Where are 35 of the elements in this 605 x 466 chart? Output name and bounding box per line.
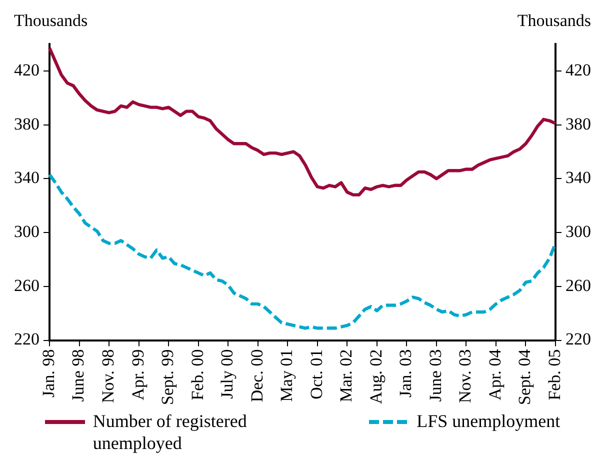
y2-tick-label: 340	[566, 168, 591, 188]
x-tick-label: Apr. 04	[485, 348, 504, 400]
y-tick-label: 340	[14, 168, 40, 188]
legend-label: LFS unemployment	[416, 410, 560, 432]
x-tick-label: May 01	[277, 349, 296, 402]
y-tick-label: 380	[14, 114, 40, 134]
y-tick-label: 260	[14, 276, 40, 295]
x-tick-label: July 00	[218, 349, 237, 399]
legend-label: Number of registered unemployed	[92, 410, 248, 454]
x-tick-label: Jan. 98	[38, 349, 58, 398]
x-tick-label: Dec. 00	[247, 349, 266, 402]
x-tick-label: Mar. 02	[336, 349, 356, 402]
y2-tick-label: 220	[566, 330, 591, 349]
x-tick-label: Oct. 01	[306, 349, 326, 400]
y-tick-label: 420	[14, 60, 40, 80]
x-tick-label: Jan. 03	[396, 349, 416, 398]
line-series	[48, 173, 558, 330]
x-tick-label: Feb. 00	[188, 349, 207, 400]
x-tick-label: Apr. 99	[128, 349, 148, 400]
y2-tick-label: 420	[566, 60, 591, 80]
x-tick-label: Feb. 05	[544, 349, 564, 400]
y-tick-label: 220	[14, 330, 40, 349]
y2-axis-title: Thousands	[517, 10, 591, 30]
x-tick-label: Sept. 99	[158, 349, 178, 406]
y2-tick-label: 380	[566, 114, 591, 134]
y2-tick-label: 260	[566, 276, 591, 295]
x-tick-label: Sept. 04	[515, 348, 534, 406]
y-axis-title: Thousands	[14, 10, 88, 30]
x-tick-label: June 03	[426, 349, 445, 402]
x-tick-label: Nov. 03	[456, 349, 475, 403]
x-tick-label: Aug. 02	[366, 349, 386, 404]
x-tick-label: Nov. 98	[98, 349, 118, 403]
y2-tick-label: 300	[566, 222, 591, 242]
x-tick-label: June 98	[68, 349, 88, 402]
y-tick-label: 300	[14, 222, 40, 242]
